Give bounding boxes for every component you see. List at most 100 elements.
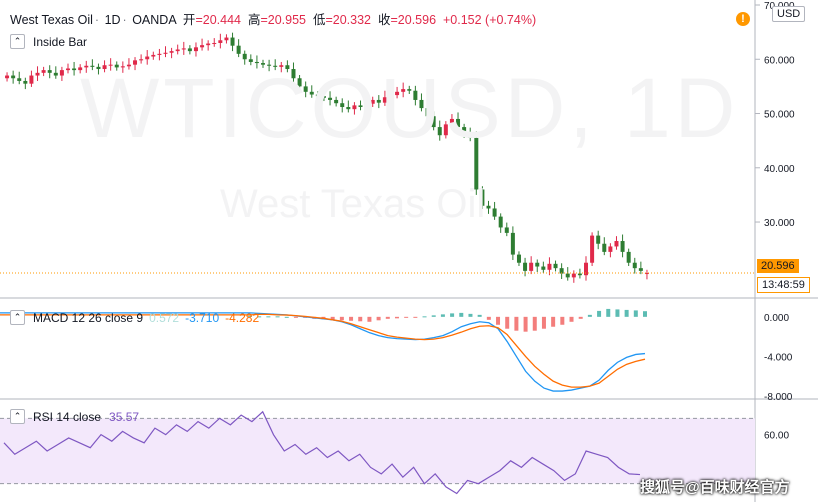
- macd-axis-label: 0.000: [764, 313, 789, 324]
- candle-body: [321, 96, 326, 98]
- collapse-chevron-icon[interactable]: ⌃: [10, 34, 25, 49]
- macd-histogram-bar: [450, 313, 455, 317]
- candle-body: [303, 86, 308, 92]
- candle-body: [614, 241, 619, 247]
- candle-body: [151, 54, 156, 57]
- candle-body: [120, 66, 125, 68]
- candle-body: [145, 56, 150, 60]
- close-label: 收: [377, 13, 391, 27]
- price-axis-label: 50.000: [764, 110, 795, 121]
- alert-icon[interactable]: !: [736, 12, 750, 26]
- macd-histogram-bar: [532, 316, 537, 331]
- indicator-label-inside-bar[interactable]: Inside Bar: [33, 34, 88, 49]
- candle-body: [449, 118, 454, 125]
- candle-body: [236, 45, 241, 54]
- indicator-legend-rsi[interactable]: ⌃ RSI 14 close 35.57: [10, 409, 139, 424]
- candle-body: [285, 65, 290, 70]
- indicator-legend-macd[interactable]: ⌃ MACD 12 26 close 9 0.572 -3.710 -4.282: [10, 310, 259, 325]
- candle-body: [486, 205, 491, 209]
- price-axis-label: 30.000: [764, 218, 795, 229]
- candle-body: [584, 262, 589, 276]
- candle-body: [358, 105, 363, 108]
- candle-body: [78, 67, 83, 71]
- candle-body: [346, 107, 351, 110]
- candle-body: [401, 89, 406, 92]
- rsi-label[interactable]: RSI 14 close: [33, 409, 102, 424]
- candle-body: [29, 75, 34, 84]
- macd-histogram-bar: [569, 316, 574, 322]
- macd-histogram-bar: [385, 316, 390, 319]
- macd-histogram-bar: [578, 316, 583, 319]
- candle-body: [11, 75, 16, 79]
- high-value: =20.955: [260, 13, 306, 27]
- candle-body: [163, 52, 168, 54]
- candle-body: [498, 216, 503, 228]
- candle-body: [169, 51, 174, 53]
- source-credit: 搜狐号@百味财经官方: [640, 479, 790, 496]
- macd-histogram-bar: [551, 316, 556, 327]
- watermark-name: West Texas Oil: [220, 182, 486, 226]
- macd-histogram-bar: [275, 316, 280, 318]
- candle-body: [90, 65, 95, 67]
- candle-body: [468, 132, 473, 138]
- currency-button[interactable]: USD: [772, 6, 806, 22]
- candle-body: [273, 65, 278, 67]
- candle-body: [187, 48, 192, 52]
- candle-body: [523, 262, 528, 271]
- indicator-legend-main[interactable]: ⌃ Inside Bar: [10, 34, 87, 49]
- collapse-chevron-icon[interactable]: ⌃: [10, 310, 25, 325]
- candle-body: [626, 251, 631, 263]
- candle-body: [53, 72, 58, 76]
- macd-histogram-bar: [293, 316, 298, 318]
- candle-body: [608, 246, 613, 252]
- macd-label[interactable]: MACD 12 26 close 9: [33, 310, 144, 325]
- candle-body: [340, 103, 345, 108]
- macd-histogram-bar: [339, 316, 344, 321]
- candle-body: [590, 235, 595, 263]
- macd-histogram-bar: [560, 316, 565, 325]
- macd-histogram-bar: [587, 314, 592, 317]
- macd-histogram-bar: [643, 311, 647, 317]
- rsi-band: [0, 418, 755, 484]
- symbol-name[interactable]: West Texas Oil: [10, 13, 93, 27]
- macd-histogram-bar: [422, 316, 427, 318]
- macd-histogram-bar: [248, 315, 252, 317]
- macd-histogram-bar: [496, 316, 501, 325]
- candle-body: [212, 42, 217, 44]
- candle-body: [571, 273, 576, 278]
- candle-body: [547, 263, 552, 270]
- candle-body: [559, 268, 564, 274]
- macd-histogram-bar: [440, 314, 445, 317]
- candle-body: [541, 266, 546, 270]
- candle-body: [376, 99, 381, 103]
- candle-body: [5, 75, 10, 79]
- candle-body: [370, 99, 375, 104]
- candle-body: [206, 43, 211, 46]
- interval[interactable]: 1D: [104, 13, 121, 27]
- candle-body: [407, 89, 412, 91]
- candle-body: [200, 45, 205, 48]
- candle-body: [84, 65, 89, 68]
- candle-body: [443, 124, 448, 136]
- macd-histogram-bar: [486, 316, 491, 320]
- macd-histogram-bar: [266, 316, 271, 318]
- candle-body: [413, 90, 418, 100]
- candle-body: [254, 61, 259, 64]
- candle-body: [291, 69, 296, 79]
- candle-body: [261, 63, 266, 65]
- ohlc-header: West Texas Oil · 1D · OANDA 开=20.444 高=20.…: [10, 13, 537, 27]
- macd-axis-label: -8.000: [764, 392, 793, 403]
- macd-histogram-bar: [404, 316, 409, 318]
- macd-histogram-bar: [514, 316, 519, 331]
- collapse-chevron-icon[interactable]: ⌃: [10, 409, 25, 424]
- candle-body: [535, 262, 540, 267]
- candle-body: [315, 94, 320, 97]
- candle-body: [602, 243, 607, 252]
- candle-body: [510, 232, 515, 255]
- candle-body: [35, 72, 40, 76]
- candle-body: [267, 64, 272, 66]
- candle-body: [96, 66, 101, 70]
- candle-body: [620, 241, 625, 252]
- candle-body: [504, 227, 509, 233]
